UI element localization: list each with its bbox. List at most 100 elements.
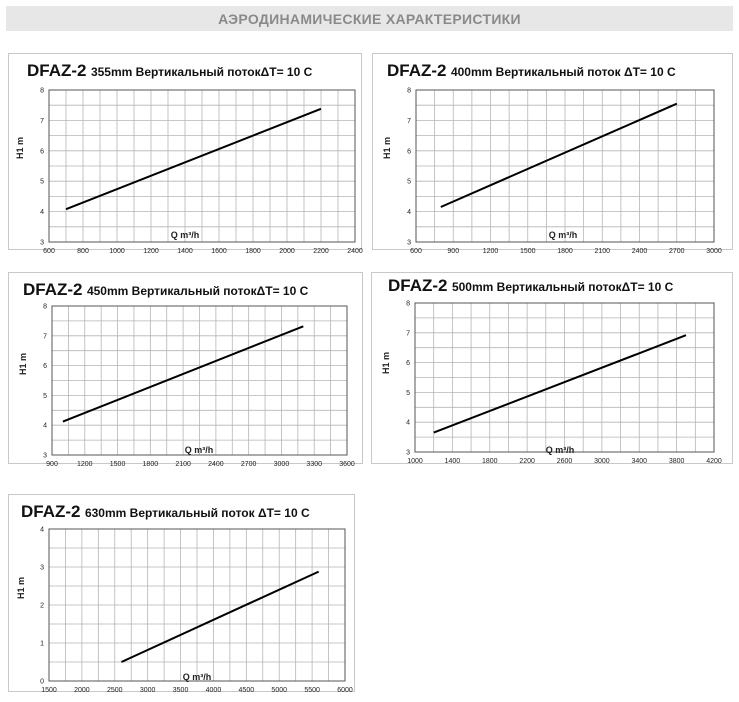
y-tick-label: 3 (407, 240, 411, 247)
x-tick-label: 3500 (173, 687, 189, 694)
chart-630: 1500 2000 2500 3000 3500 4000 4500 5000 5500 6000… (16, 527, 353, 695)
x-tick-label: 1800 (143, 461, 159, 468)
x-tick-label: 1400 (445, 458, 461, 465)
x-tick-label: 2400 (208, 461, 224, 468)
x-tick-label: 1000 (109, 248, 125, 255)
x-tick-label: 1800 (482, 458, 498, 465)
x-tick-label: 2500 (107, 687, 123, 694)
chart-title-model: DFAZ-2 (387, 61, 447, 80)
chart-450: 900 1200 1500 1800 2100 2400 2700 3000 3300 3600 3… (18, 304, 355, 469)
plot-border (48, 528, 346, 682)
x-tick-label: 2400 (347, 248, 363, 255)
x-tick-label: 2600 (557, 458, 573, 465)
series-line (433, 334, 687, 434)
x-tick-label: 3600 (339, 461, 355, 468)
y-axis-label: H1 m (381, 352, 391, 374)
x-axis-label: Q m³/h (183, 672, 212, 682)
plot-border (415, 89, 715, 243)
x-tick-label: 3000 (706, 248, 722, 255)
x-axis-label: Q m³/h (185, 445, 214, 455)
y-tick-label: 5 (406, 390, 410, 397)
chart-400: 600 900 1200 1500 1800 2100 2400 2700 3000 3 4 5 6 7 8… (382, 88, 722, 256)
x-tick-label: 2200 (313, 248, 329, 255)
x-tick-label: 1500 (110, 461, 126, 468)
section-title: АЭРОДИНАМИЧЕСКИЕ ХАРАКТЕРИСТИКИ (218, 10, 521, 27)
y-axis-label: H1 m (15, 137, 25, 159)
y-axis-label: H1 m (18, 353, 28, 375)
x-tick-label: 3000 (594, 458, 610, 465)
chart-title-desc: 400mm Вертикальный поток ΔT= 10 C (450, 65, 676, 79)
x-tick-label: 1500 (41, 687, 57, 694)
series-line (65, 107, 322, 211)
x-tick-label: 3400 (631, 458, 647, 465)
x-tick-label: 3800 (669, 458, 685, 465)
chart-title: DFAZ-2 450mm Вертикальный потокΔT= 10 C (23, 280, 308, 300)
y-axis-label: H1 m (16, 577, 26, 599)
x-tick-label: 4200 (706, 458, 722, 465)
chart-title-desc: 500mm Вертикальный потокΔT= 10 C (451, 280, 674, 294)
y-tick-label: 7 (40, 118, 44, 125)
x-tick-label: 2100 (175, 461, 191, 468)
y-tick-label: 7 (43, 333, 47, 340)
y-tick-label: 6 (43, 363, 47, 370)
chart-355: 600 800 1000 1200 1400 1600 1800 2000 2200 2400 3 4… (15, 88, 363, 256)
chart-title: DFAZ-2 355mm Вертикальный потокΔT= 10 C (27, 61, 312, 81)
y-tick-label: 7 (407, 118, 411, 125)
y-tick-label: 5 (40, 179, 44, 186)
x-tick-label: 1500 (520, 248, 536, 255)
x-tick-label: 5000 (271, 687, 287, 694)
x-tick-label: 3300 (306, 461, 322, 468)
x-tick-label: 3000 (140, 687, 156, 694)
x-tick-label: 900 (46, 461, 58, 468)
y-tick-label: 6 (40, 148, 44, 155)
y-tick-label: 1 (40, 641, 44, 648)
x-tick-label: 1600 (211, 248, 227, 255)
x-tick-label: 1000 (407, 458, 423, 465)
x-tick-label: 2100 (594, 248, 610, 255)
y-tick-label: 5 (43, 393, 47, 400)
y-tick-label: 8 (43, 304, 47, 311)
y-tick-label: 0 (40, 679, 44, 686)
x-tick-label: 1400 (177, 248, 193, 255)
chart-panel-355: DFAZ-2 355mm Вертикальный потокΔT= 10 C … (8, 53, 363, 256)
x-tick-label: 1200 (143, 248, 159, 255)
chart-title: DFAZ-2 400mm Вертикальный поток ΔT= 10 C (387, 61, 676, 81)
chart-panel-400: DFAZ-2 400mm Вертикальный поток ΔT= 10 C… (372, 53, 733, 256)
x-tick-label: 1200 (77, 461, 93, 468)
section-header: АЭРОДИНАМИЧЕСКИЕ ХАРАКТЕРИСТИКИ (6, 6, 733, 31)
x-tick-label: 2000 (279, 248, 295, 255)
y-tick-label: 8 (40, 88, 44, 95)
y-tick-label: 6 (406, 360, 410, 367)
y-tick-label: 8 (407, 88, 411, 95)
x-tick-label: 600 (410, 248, 422, 255)
x-tick-label: 2200 (519, 458, 535, 465)
chart-title: DFAZ-2 630mm Вертикальный поток ΔT= 10 C (21, 502, 310, 522)
y-tick-label: 4 (40, 527, 44, 534)
x-tick-label: 3000 (274, 461, 290, 468)
x-tick-label: 1200 (483, 248, 499, 255)
x-tick-label: 600 (43, 248, 55, 255)
chart-title-model: DFAZ-2 (21, 502, 81, 521)
chart-title-model: DFAZ-2 (23, 280, 83, 299)
y-tick-label: 3 (40, 240, 44, 247)
y-tick-label: 5 (407, 179, 411, 186)
y-tick-label: 7 (406, 330, 410, 337)
y-tick-label: 4 (43, 423, 47, 430)
x-tick-label: 2700 (241, 461, 257, 468)
x-tick-label: 6000 (337, 687, 353, 694)
y-tick-label: 2 (40, 603, 44, 610)
x-tick-label: 2700 (669, 248, 685, 255)
y-tick-label: 3 (43, 453, 47, 460)
chart-panel-450: DFAZ-2 450mm Вертикальный потокΔT= 10 C … (8, 272, 363, 469)
chart-title-model: DFAZ-2 (27, 61, 87, 80)
y-axis-label: H1 m (382, 137, 392, 159)
chart-title-desc: 450mm Вертикальный потокΔT= 10 C (86, 284, 309, 298)
y-tick-label: 4 (40, 209, 44, 216)
x-axis-label: Q m³/h (546, 445, 575, 455)
y-tick-label: 3 (406, 450, 410, 457)
x-tick-label: 2400 (632, 248, 648, 255)
series-line (440, 102, 678, 208)
x-tick-label: 5500 (304, 687, 320, 694)
y-tick-label: 8 (406, 301, 410, 308)
chart-title-desc: 355mm Вертикальный потокΔT= 10 C (90, 65, 313, 79)
